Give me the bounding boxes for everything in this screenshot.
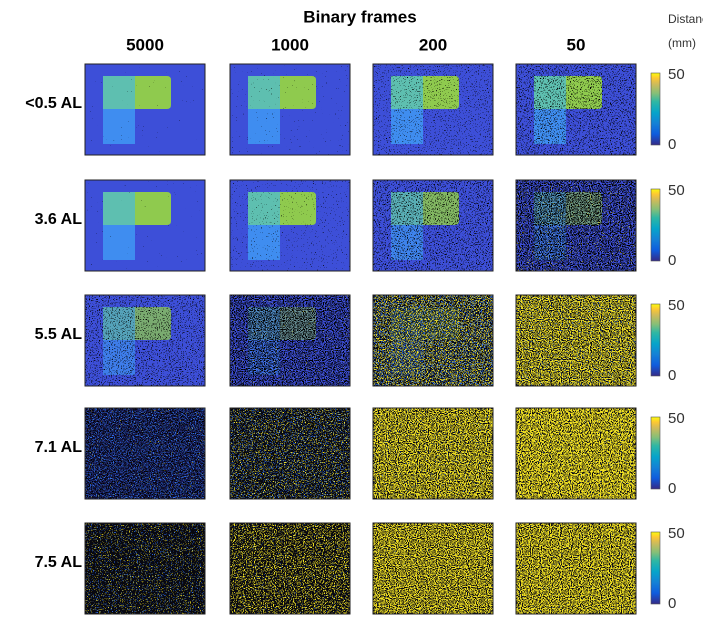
image-border [372,294,494,387]
noise [373,295,493,386]
colorbar-label: Distance [668,12,703,26]
column-header: 200 [419,35,447,54]
depth-image [372,522,494,615]
noise [230,523,350,614]
image-border [515,63,637,156]
image-border [229,63,351,156]
colorbar-max-label: 50 [668,182,685,199]
noise [373,180,493,271]
noise [230,64,350,155]
image-border [229,522,351,615]
depth-image [372,294,494,387]
noise [516,180,636,271]
noise [85,64,205,155]
depth-image [515,407,637,500]
row-label: 7.5 AL [35,554,83,571]
noise [230,408,350,499]
colorbar [650,416,661,490]
depth-image [372,63,494,156]
colorbar [650,72,661,146]
noise [373,408,493,499]
depth-image [515,63,637,156]
image-border [372,63,494,156]
colorbar-unit: (mm) [668,36,696,50]
noise [516,523,636,614]
colorbar-min-label: 0 [668,367,676,384]
noise [230,295,350,386]
depth-image [229,407,351,500]
image-border [515,294,637,387]
image-border [372,407,494,500]
noise [373,523,493,614]
image-border [229,294,351,387]
colorbar-max-label: 50 [668,297,685,314]
row-label: 7.1 AL [35,439,83,456]
depth-image [84,294,206,387]
image-border [515,522,637,615]
figure-title: Binary frames [303,7,416,26]
colorbar-max-label: 50 [668,525,685,542]
image-border [372,522,494,615]
image-border [84,294,206,387]
noise [373,64,493,155]
depth-image [84,179,206,272]
image-border [84,63,206,156]
depth-image [372,179,494,272]
image-border [515,179,637,272]
depth-image [229,522,351,615]
colorbar-min-label: 0 [668,252,676,269]
row-label: <0.5 AL [25,95,82,112]
noise [516,295,636,386]
depth-image [84,63,206,156]
colorbar-min-label: 0 [668,136,676,153]
colorbar-max-label: 50 [668,410,685,427]
noise [516,408,636,499]
noise [85,295,205,386]
noise [85,523,205,614]
noise [230,180,350,271]
noise [516,64,636,155]
colorbar-max-label: 50 [668,66,685,83]
row-label: 5.5 AL [35,326,83,343]
depth-image [229,294,351,387]
colorbar-min-label: 0 [668,595,676,612]
image-border [515,407,637,500]
depth-image [84,407,206,500]
colorbar-min-label: 0 [668,480,676,497]
image-border [229,179,351,272]
colorbar [650,531,661,605]
image-border [229,407,351,500]
depth-image [84,522,206,615]
depth-image [372,407,494,500]
depth-image [515,294,637,387]
image-border [372,179,494,272]
colorbar [650,303,661,377]
noise [85,408,205,499]
depth-image [515,179,637,272]
row-label: 3.6 AL [35,211,83,228]
column-header: 5000 [126,35,164,54]
depth-image [229,63,351,156]
image-border [84,522,206,615]
image-border [84,407,206,500]
column-header: 1000 [271,35,309,54]
noise [85,180,205,271]
image-border [84,179,206,272]
depth-image [229,179,351,272]
colorbar [650,188,661,262]
column-header: 50 [567,35,586,54]
depth-image [515,522,637,615]
